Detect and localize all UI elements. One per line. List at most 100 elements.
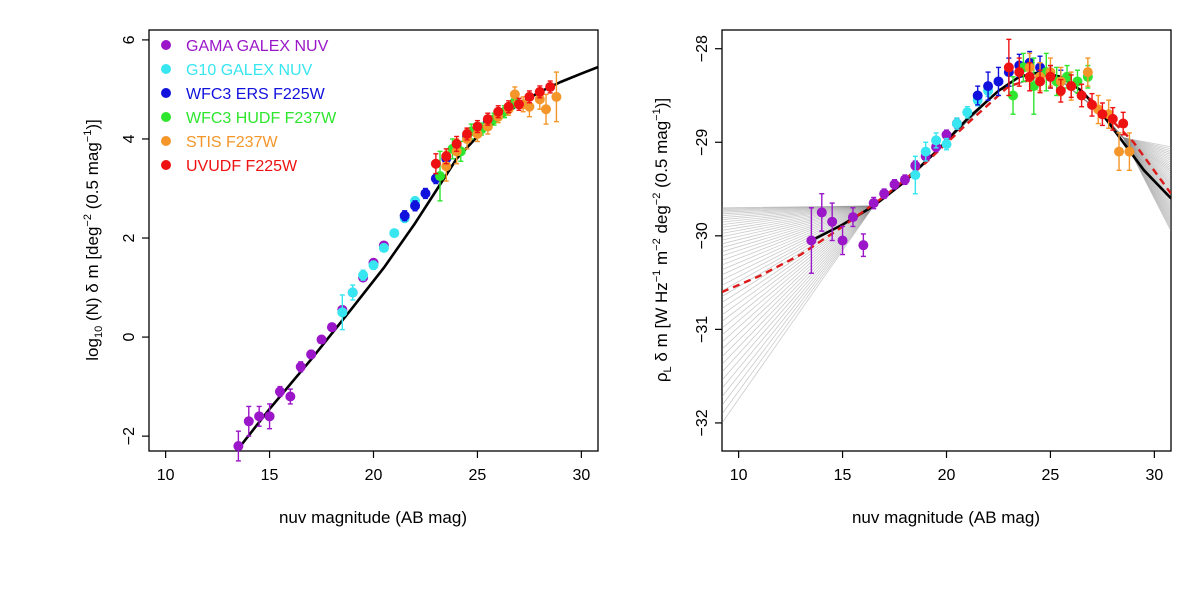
left-y-tick-label: 0 bbox=[121, 333, 138, 342]
uvudf-f225w-point bbox=[1118, 118, 1129, 129]
wfc3-ers-f225w-point bbox=[410, 200, 421, 211]
g10-galex-nuv-point bbox=[941, 139, 952, 150]
model-realization-line bbox=[722, 71, 1171, 316]
right-y-tick-label: −28 bbox=[694, 35, 711, 62]
g10-galex-nuv-point bbox=[378, 242, 389, 253]
uvudf-f225w-point bbox=[1035, 76, 1046, 87]
g10-galex-nuv-point bbox=[920, 146, 931, 157]
uvudf-f225w-point bbox=[1045, 71, 1056, 82]
legend-marker bbox=[161, 112, 171, 122]
gama-galex-nuv-point bbox=[316, 334, 327, 345]
right-panel: 10 15 20 25 30 −32 −31 −30 −29 −28 nuv magnitude … bbox=[651, 29, 1172, 527]
left-x-tick-label: 30 bbox=[572, 467, 590, 484]
stis-f237w-point bbox=[482, 121, 493, 132]
gama-galex-nuv-point bbox=[254, 411, 265, 422]
stis-f237w-point bbox=[534, 94, 545, 105]
gama-galex-nuv-point bbox=[941, 129, 952, 140]
uvudf-f225w-point bbox=[545, 81, 556, 92]
left-y-tick-label: 6 bbox=[121, 35, 138, 44]
legend-label: G10 GALEX NUV bbox=[186, 62, 313, 79]
uvudf-f225w-point bbox=[1014, 67, 1025, 78]
gama-galex-nuv-point bbox=[879, 188, 890, 199]
left-x-tick-label: 15 bbox=[261, 467, 279, 484]
left-y-tick-label: −2 bbox=[121, 427, 138, 445]
model-realization-line bbox=[722, 71, 1171, 292]
stis-f237w-point bbox=[541, 104, 552, 115]
gama-galex-nuv-point bbox=[816, 207, 827, 218]
right-dashed-fit-curve bbox=[722, 72, 1171, 294]
legend-marker bbox=[161, 88, 171, 98]
uvudf-f225w-point bbox=[1024, 71, 1035, 82]
g10-galex-nuv-point bbox=[368, 260, 379, 271]
left-x-tick-label: 10 bbox=[157, 467, 175, 484]
legend-marker bbox=[161, 136, 171, 146]
wfc3-ers-f225w-point bbox=[399, 210, 410, 221]
legend-label: WFC3 ERS F225W bbox=[186, 86, 326, 103]
left-y-axis-label: log10 (N) δ m [deg−2 (0.5 mag−1)] bbox=[82, 119, 105, 360]
left-x-tick-label: 20 bbox=[365, 467, 383, 484]
uvudf-f225w-point bbox=[451, 138, 462, 149]
right-fit-layer bbox=[722, 70, 1171, 294]
legend-label: WFC3 HUDF F237W bbox=[186, 110, 337, 127]
uvudf-f225w-point bbox=[1097, 109, 1108, 120]
gama-galex-nuv-point bbox=[326, 322, 337, 333]
uvudf-f225w-point bbox=[524, 91, 535, 102]
left-x-tick-label: 25 bbox=[469, 467, 487, 484]
uvudf-f225w-point bbox=[503, 101, 514, 112]
left-axis-ticks: 10 15 20 25 30 −2 0 2 4 6 bbox=[121, 35, 590, 484]
model-realization-line bbox=[722, 71, 1171, 309]
gama-galex-nuv-point bbox=[285, 391, 296, 402]
right-model-band bbox=[722, 71, 1171, 424]
g10-galex-nuv-point bbox=[962, 107, 973, 118]
uvudf-f225w-point bbox=[514, 99, 525, 110]
right-x-axis-label: nuv magnitude (AB mag) bbox=[852, 508, 1040, 527]
right-x-tick-label: 30 bbox=[1145, 467, 1163, 484]
right-x-tick-label: 20 bbox=[938, 467, 956, 484]
uvudf-f225w-point bbox=[1076, 90, 1087, 101]
gama-galex-nuv-point bbox=[889, 179, 900, 190]
right-y-tick-label: −32 bbox=[694, 409, 711, 436]
gama-galex-nuv-point bbox=[295, 361, 306, 372]
g10-galex-nuv-point bbox=[931, 135, 942, 146]
right-y-tick-label: −31 bbox=[694, 316, 711, 343]
model-realization-line bbox=[722, 71, 1171, 303]
uvudf-f225w-point bbox=[482, 114, 493, 125]
gama-galex-nuv-point bbox=[806, 235, 817, 246]
uvudf-f225w-point bbox=[441, 151, 452, 162]
uvudf-f225w-point bbox=[493, 106, 504, 117]
uvudf-f225w-point bbox=[430, 158, 441, 169]
legend-label: UVUDF F225W bbox=[186, 158, 298, 175]
model-realization-line bbox=[722, 71, 1171, 261]
stis-f237w-point bbox=[1114, 146, 1125, 157]
right-x-tick-label: 15 bbox=[834, 467, 852, 484]
stis-f237w-point bbox=[524, 101, 535, 112]
left-panel: 10 15 20 25 30 −2 0 2 4 6 GAMA GALEX NUV G10 GALEX… bbox=[82, 29, 599, 527]
gama-galex-nuv-point bbox=[858, 240, 869, 251]
wfc3-ers-f225w-point bbox=[983, 81, 994, 92]
gama-galex-nuv-point bbox=[847, 212, 858, 223]
uvudf-f225w-point bbox=[1055, 85, 1066, 96]
g10-galex-nuv-point bbox=[358, 270, 369, 281]
g10-galex-nuv-point bbox=[389, 228, 400, 239]
wfc3-ers-f225w-point bbox=[993, 76, 1004, 87]
wfc3-hudf-f237w-point bbox=[1008, 90, 1019, 101]
uvudf-f225w-point bbox=[1003, 62, 1014, 73]
model-realization-line bbox=[722, 71, 1171, 257]
model-realization-line bbox=[722, 71, 1171, 397]
gama-galex-nuv-point bbox=[868, 198, 879, 209]
uvudf-f225w-point bbox=[534, 86, 545, 97]
right-points-layer bbox=[806, 38, 1135, 274]
legend-marker bbox=[161, 40, 171, 50]
stis-f237w-point bbox=[551, 91, 562, 102]
left-y-tick-label: 4 bbox=[121, 134, 138, 143]
right-y-tick-label: −30 bbox=[694, 222, 711, 249]
g10-galex-nuv-point bbox=[951, 118, 962, 129]
gama-galex-nuv-point bbox=[899, 174, 910, 185]
gama-galex-nuv-point bbox=[243, 416, 254, 427]
model-realization-line bbox=[722, 71, 1171, 237]
uvudf-f225w-point bbox=[472, 121, 483, 132]
uvudf-f225w-point bbox=[1087, 99, 1098, 110]
g10-galex-nuv-point bbox=[347, 287, 358, 298]
stis-f237w-point bbox=[1124, 146, 1135, 157]
